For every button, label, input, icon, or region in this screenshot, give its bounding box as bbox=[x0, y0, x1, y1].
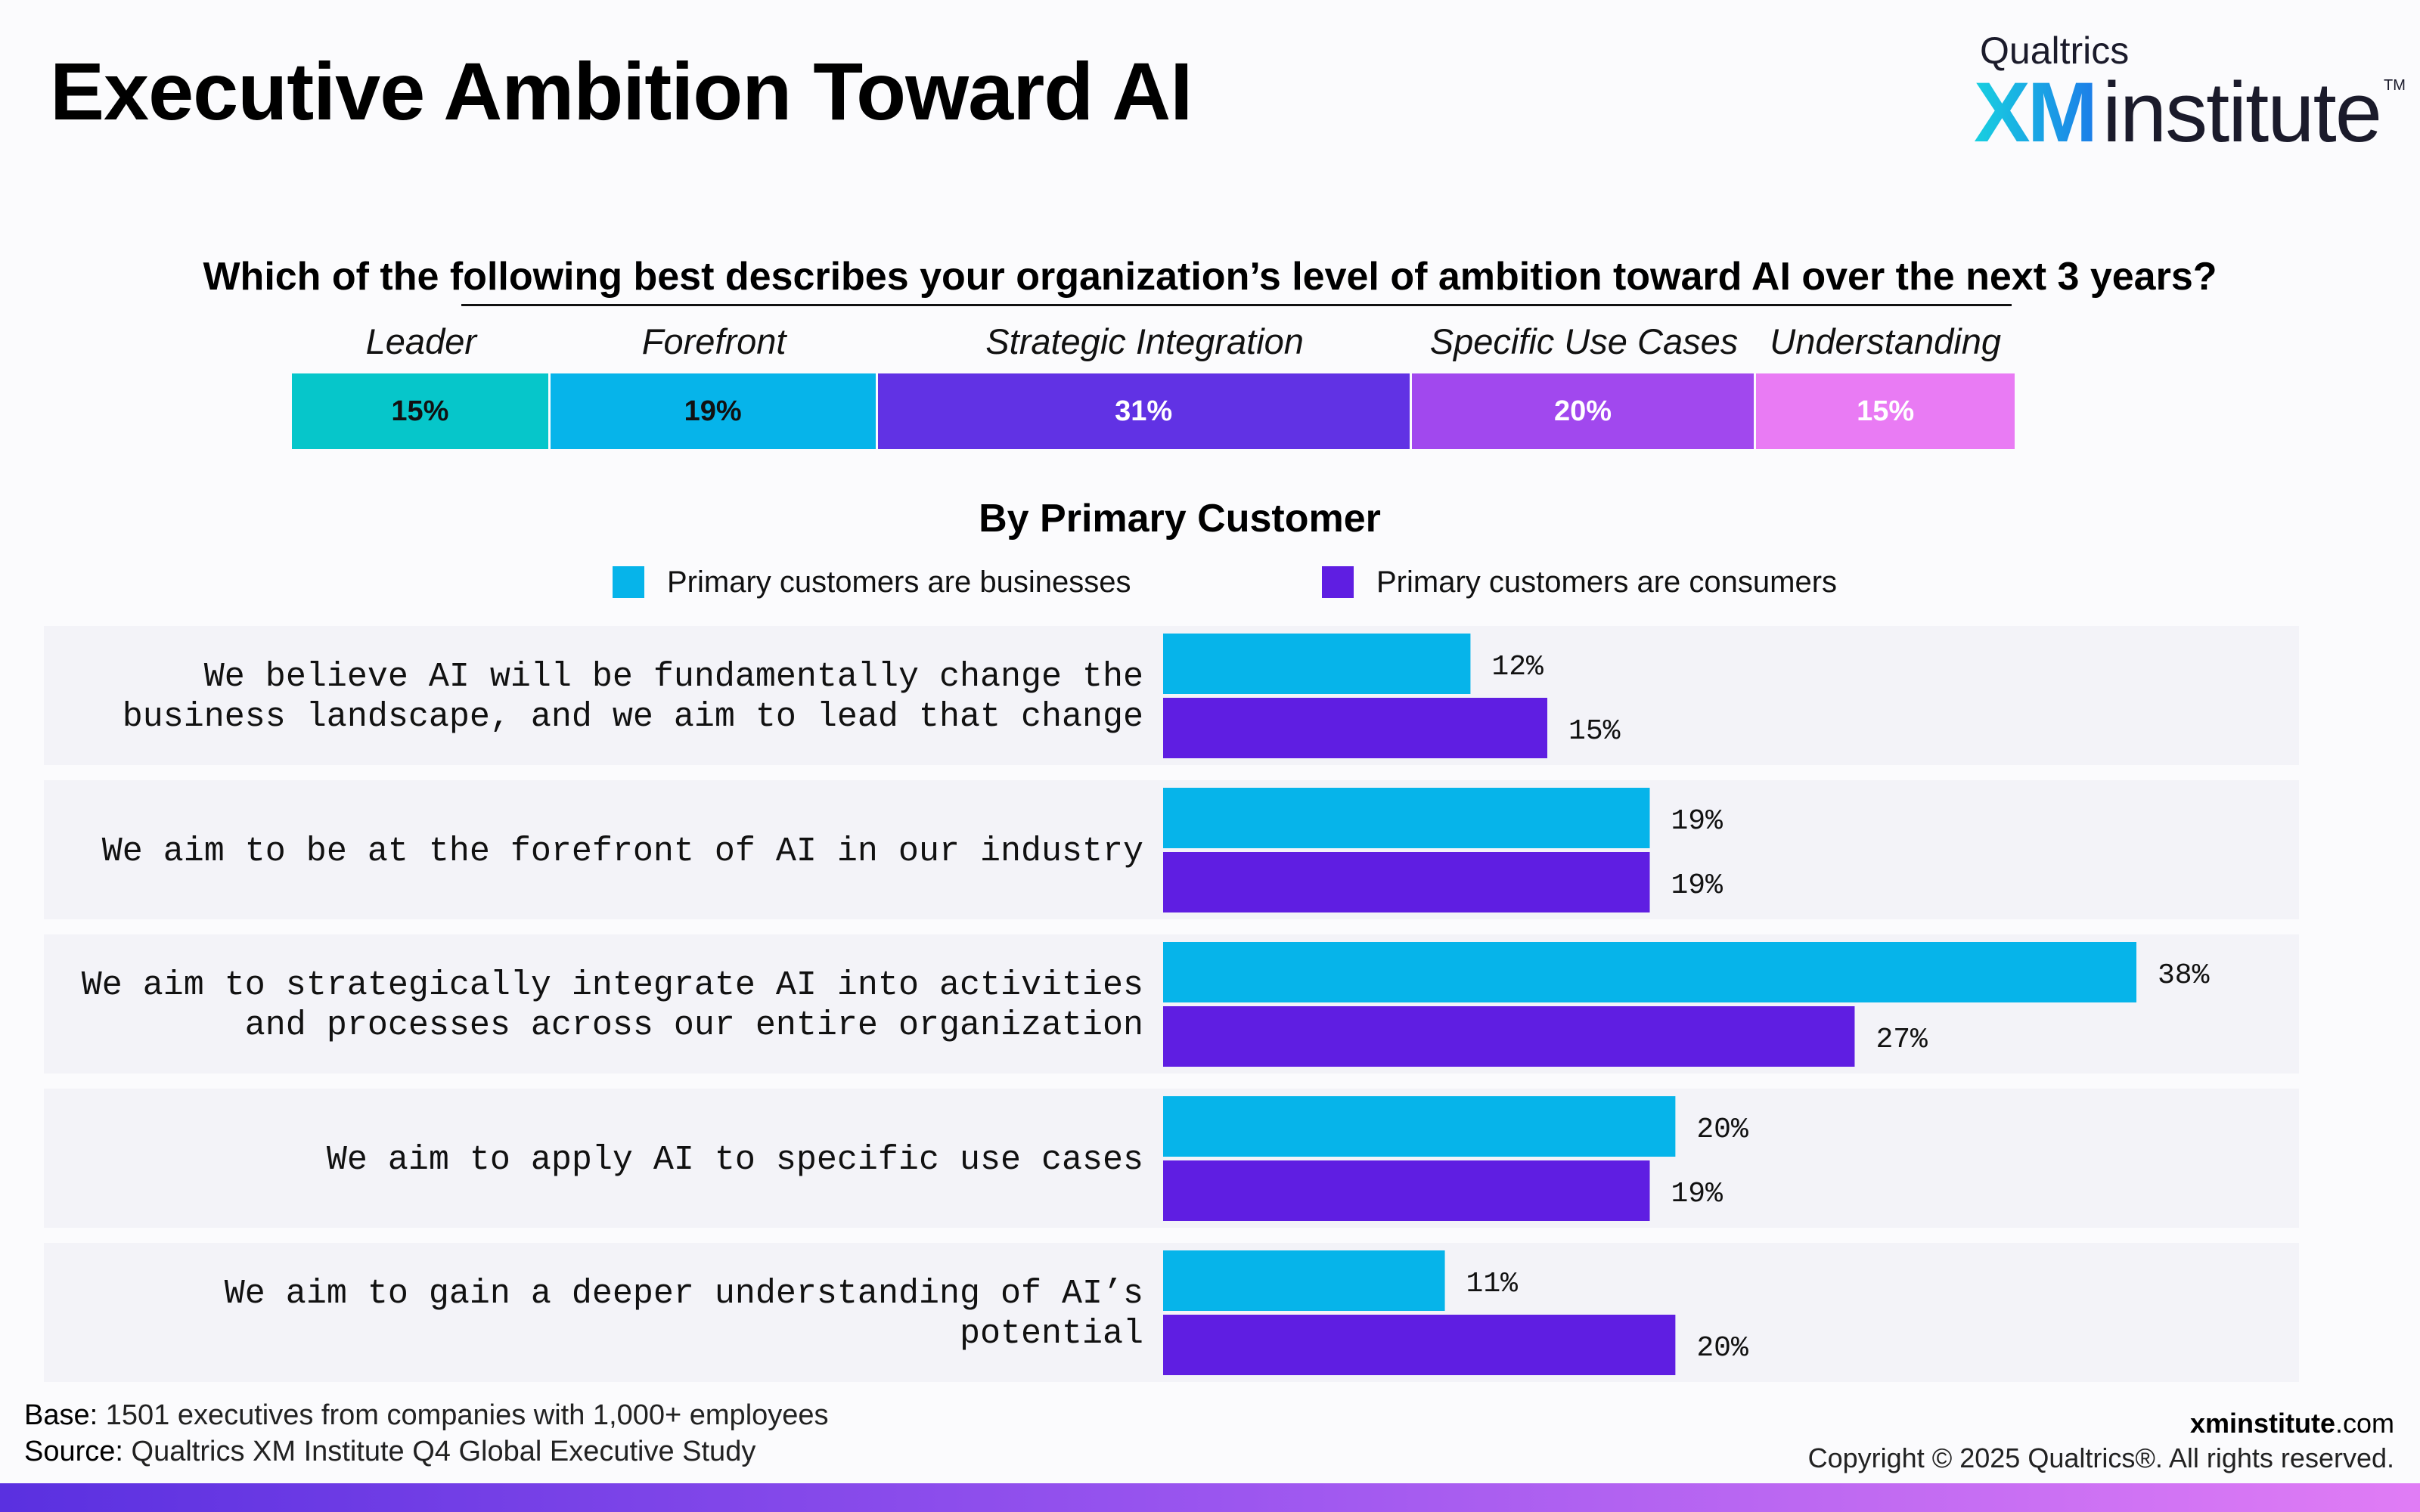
segment-label-understanding: Understanding bbox=[1770, 321, 2001, 361]
xm-institute-logo[interactable]: Qualtrics XMinstitute TM bbox=[1974, 29, 2406, 160]
bar-consumers bbox=[1163, 1006, 1855, 1067]
segment-label-specific-use-cases: Specific Use Cases bbox=[1429, 321, 1739, 361]
bar-businesses bbox=[1163, 942, 2136, 1002]
base-label: Base: bbox=[24, 1399, 98, 1431]
segment-specific-use-cases: 20% bbox=[1411, 373, 1754, 449]
segment-understanding: 15% bbox=[1756, 373, 2015, 449]
category-label-line: We aim to be at the forefront of AI in o… bbox=[101, 832, 1143, 871]
bar-value-label: 12% bbox=[1491, 651, 1544, 683]
footer-notes: Base: 1501 executives from companies wit… bbox=[24, 1397, 829, 1470]
segment-label-forefront: Forefront bbox=[641, 321, 786, 361]
legend-item-consumers: Primary customers are consumers bbox=[1322, 565, 1837, 599]
legend-item-businesses: Primary customers are businesses bbox=[613, 565, 1131, 599]
category-label: We aim to gain a deeper understanding of… bbox=[30, 1247, 1143, 1380]
website-link[interactable]: xminstitute.com bbox=[1808, 1406, 2394, 1441]
category-label: We aim to apply AI to specific use cases bbox=[30, 1093, 1143, 1226]
category-label-line: We aim to apply AI to specific use cases bbox=[326, 1140, 1143, 1179]
bar-consumers bbox=[1163, 1315, 1676, 1375]
base-text: 1501 executives from companies with 1,00… bbox=[98, 1399, 829, 1431]
legend-label-businesses: Primary customers are businesses bbox=[667, 565, 1131, 599]
category-label-line: We believe AI will be fundamentally chan… bbox=[203, 658, 1143, 696]
category-label-line: business landscape, and we aim to lead t… bbox=[122, 698, 1143, 736]
bar-value-label: 20% bbox=[1696, 1114, 1748, 1146]
legend-swatch-businesses bbox=[613, 566, 644, 598]
bar-value-label: 20% bbox=[1696, 1332, 1748, 1365]
bar-businesses bbox=[1163, 634, 1471, 694]
bar-businesses bbox=[1163, 1096, 1676, 1157]
category-label: We aim to strategically integrate AI int… bbox=[30, 939, 1143, 1072]
bar-value-label: 19% bbox=[1671, 1178, 1723, 1210]
source-note: Source: Qualtrics XM Institute Q4 Global… bbox=[24, 1433, 829, 1470]
segment-label-strategic-integration: Strategic Integration bbox=[985, 321, 1304, 361]
chart-subtitle: By Primary Customer bbox=[979, 497, 1381, 541]
category-label-line: We aim to gain a deeper understanding of… bbox=[224, 1275, 1143, 1313]
website-domain: .com bbox=[2335, 1408, 2394, 1439]
segment-leader: 15% bbox=[292, 373, 548, 449]
bar-consumers bbox=[1163, 1160, 1650, 1221]
logo-trademark: TM bbox=[2383, 77, 2406, 94]
category-label: We believe AI will be fundamentally chan… bbox=[30, 631, 1143, 764]
bar-value-label: 19% bbox=[1671, 869, 1723, 902]
segment-label-leader: Leader bbox=[365, 321, 477, 361]
category-label-line: We aim to strategically integrate AI int… bbox=[81, 966, 1143, 1005]
logo-xm-text: XM bbox=[1974, 65, 2098, 160]
bottom-gradient-bar bbox=[0, 1483, 2420, 1512]
logo-qualtrics-text: Qualtrics bbox=[1980, 29, 2130, 72]
bar-value-label: 11% bbox=[1466, 1268, 1519, 1300]
bar-value-label: 19% bbox=[1671, 805, 1723, 838]
bar-businesses bbox=[1163, 1250, 1445, 1311]
bar-businesses bbox=[1163, 788, 1650, 848]
base-note: Base: 1501 executives from companies wit… bbox=[24, 1397, 829, 1433]
logo-institute-text: institute bbox=[2102, 65, 2382, 160]
survey-question: Which of the following best describes yo… bbox=[203, 255, 2217, 299]
bar-consumers bbox=[1163, 698, 1548, 758]
bar-value-label: 38% bbox=[2158, 959, 2210, 992]
category-label-line: potential bbox=[959, 1315, 1143, 1353]
segment-forefront: 19% bbox=[550, 373, 876, 449]
category-label-line: and processes across our entire organiza… bbox=[244, 1006, 1143, 1045]
question-underline bbox=[461, 304, 2012, 306]
footer-right: xminstitute.com Copyright © 2025 Qualtri… bbox=[1808, 1406, 2394, 1476]
logo-wordmark: XMinstitute TM bbox=[1974, 64, 2406, 161]
bar-value-label: 15% bbox=[1568, 715, 1621, 748]
bar-consumers bbox=[1163, 852, 1650, 912]
page-title: Executive Ambition Toward AI bbox=[50, 45, 1193, 137]
legend-swatch-consumers bbox=[1322, 566, 1354, 598]
source-text: Qualtrics XM Institute Q4 Global Executi… bbox=[123, 1436, 756, 1467]
website-name: xminstitute bbox=[2189, 1408, 2335, 1439]
category-label: We aim to be at the forefront of AI in o… bbox=[30, 785, 1143, 918]
bar-value-label: 27% bbox=[1876, 1024, 1928, 1056]
source-label: Source: bbox=[24, 1436, 123, 1467]
segment-strategic-integration: 31% bbox=[877, 373, 1410, 449]
copyright-text: Copyright © 2025 Qualtrics®. All rights … bbox=[1807, 1442, 2394, 1473]
legend-label-consumers: Primary customers are consumers bbox=[1376, 565, 1838, 599]
